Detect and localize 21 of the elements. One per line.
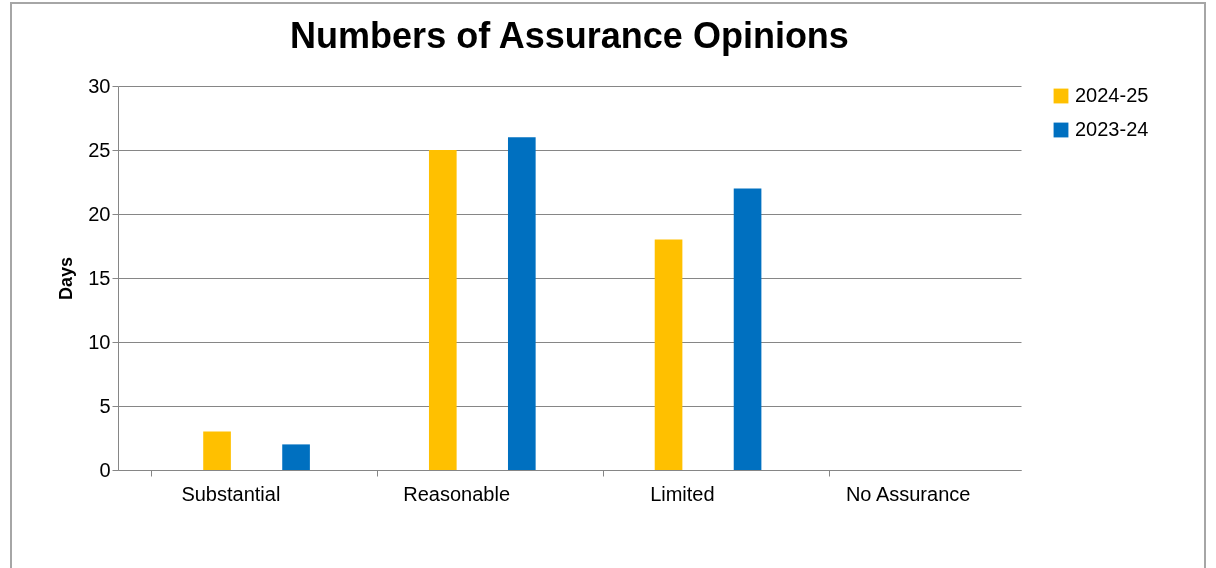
x-tick-label: Limited [650,482,715,505]
bar [203,431,231,470]
legend-label: 2024-25 [1075,84,1149,106]
bar [654,239,683,470]
bar [428,150,457,470]
chart-title: Numbers of Assurance Opinions [290,15,849,56]
y-axis-title: Days [56,256,77,301]
bar [733,188,762,470]
legend-label: 2023-24 [1075,118,1149,140]
y-tick-label: 10 [88,330,111,353]
x-tick-label: No Assurance [845,482,971,505]
x-tick-label: Reasonable [403,482,510,505]
y-tick-label: 25 [88,138,111,161]
bar [282,444,310,470]
y-tick-label: 5 [99,394,111,417]
y-tick-label: 30 [88,74,111,97]
bar [507,137,536,470]
y-tick-label: 15 [88,266,111,289]
y-tick-label: 0 [99,458,111,481]
x-tick-label: Substantial [181,482,281,505]
y-tick-label: 20 [88,202,111,225]
